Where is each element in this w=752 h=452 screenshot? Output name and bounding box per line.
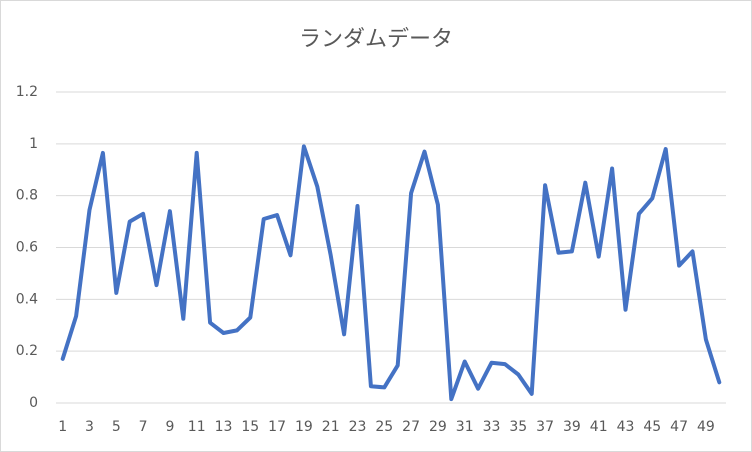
y-tick-label: 0.2 [16,343,38,359]
y-tick-label: 0 [29,395,38,411]
y-tick-label: 1.2 [16,84,38,100]
x-tick-label: 23 [349,419,367,435]
x-tick-label: 5 [112,419,121,435]
x-tick-label: 31 [456,419,474,435]
x-tick-label: 29 [429,419,447,435]
x-tick-label: 17 [268,419,286,435]
x-tick-label: 39 [563,419,581,435]
x-tick-label: 47 [670,419,688,435]
x-tick-label: 9 [165,419,174,435]
y-tick-label: 0.4 [16,291,38,307]
x-tick-label: 15 [241,419,259,435]
x-tick-label: 1 [58,419,67,435]
x-tick-label: 25 [375,419,393,435]
x-tick-label: 11 [188,419,206,435]
chart-title: ランダムデータ [299,27,453,52]
x-tick-label: 27 [402,419,420,435]
x-tick-label: 41 [590,419,608,435]
x-tick-label: 37 [536,419,554,435]
x-tick-label: 45 [643,419,661,435]
x-tick-label: 21 [322,419,340,435]
y-tick-label: 0.8 [16,188,38,204]
x-tick-label: 13 [215,419,233,435]
line-series [60,144,722,402]
x-tick-label: 43 [617,419,635,435]
x-tick-label: 33 [483,419,501,435]
x-tick-label: 35 [509,419,527,435]
x-tick-label: 19 [295,419,313,435]
x-tick-label: 49 [697,419,715,435]
y-tick-label: 0.6 [16,240,38,256]
y-tick-label: 1 [29,136,38,152]
x-tick-label: 7 [139,419,148,435]
x-tick-label: 3 [85,419,94,435]
